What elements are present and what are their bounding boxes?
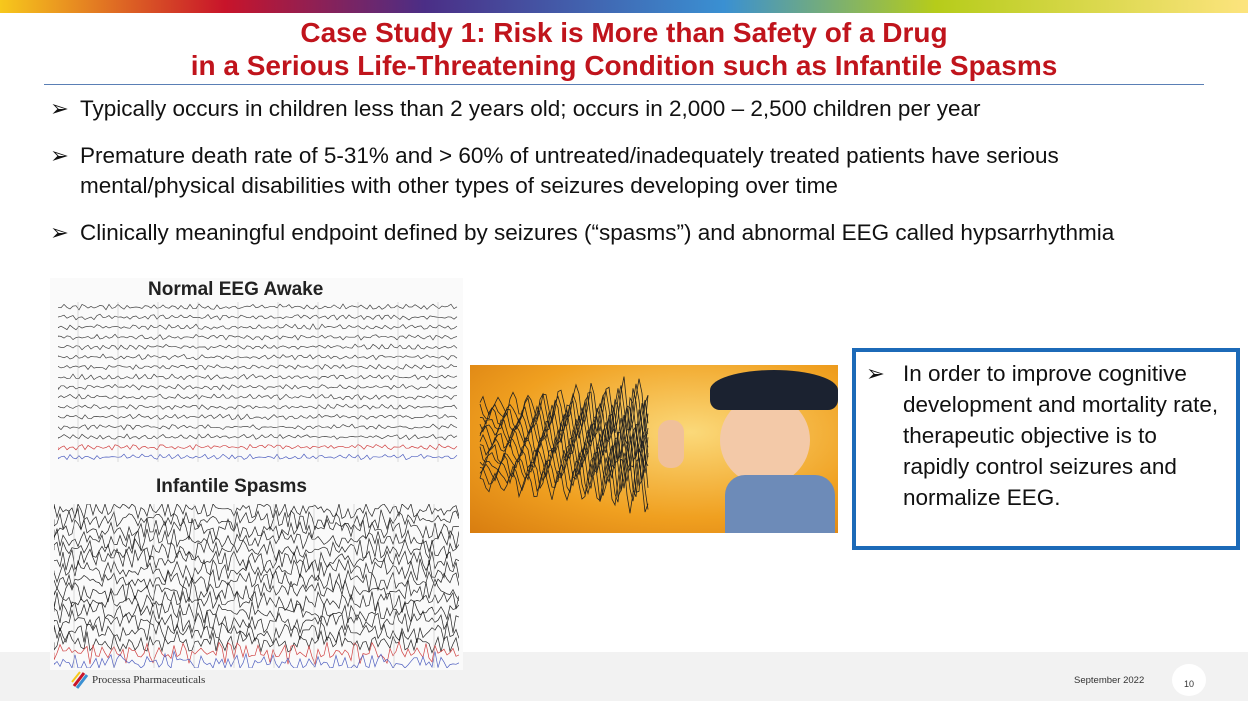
callout-box: ➢ In order to improve cognitive developme… [852, 348, 1240, 550]
processa-logo-icon [70, 670, 90, 690]
eeg-spasms-label: Infantile Spasms [156, 476, 307, 498]
bullet-text: Premature death rate of 5-31% and > 60% … [80, 141, 1210, 201]
baby-police-photo [470, 365, 838, 533]
raised-hand [658, 420, 684, 468]
eeg-channel-line [54, 591, 459, 612]
eeg-channel-line [54, 509, 459, 531]
police-uniform [725, 475, 835, 533]
slide-title-line2: in a Serious Life-Threatening Condition … [0, 49, 1248, 82]
eeg-channel-line [54, 601, 459, 623]
eeg-normal-label: Normal EEG Awake [148, 279, 323, 301]
eeg-channel-line [54, 518, 459, 540]
infantile-spasms-eeg-trace [54, 504, 459, 668]
normal-eeg-trace [58, 302, 458, 462]
bullet-list: ➢ Typically occurs in children less than … [0, 85, 1248, 278]
page-number: 10 [1172, 664, 1206, 696]
bullet-item: ➢ Typically occurs in children less than … [50, 94, 1210, 124]
bullet-text: Clinically meaningful endpoint defined b… [80, 218, 1114, 248]
arrowhead-bullet-icon: ➢ [50, 218, 80, 248]
eeg-channel-line [54, 642, 459, 664]
bullet-text: Typically occurs in children less than 2… [80, 94, 980, 124]
media-row: Normal EEG Awake Infantile Spasms ➢ In or… [0, 278, 1248, 652]
bullet-item: ➢ Premature death rate of 5-31% and > 60%… [50, 141, 1210, 201]
bullet-item: ➢ Clinically meaningful endpoint defined … [50, 218, 1210, 248]
brainwave-line [480, 458, 648, 514]
company-name: Processa Pharmaceuticals [92, 674, 205, 686]
arrowhead-bullet-icon: ➢ [866, 358, 903, 513]
rainbow-header-bar [0, 0, 1248, 13]
arrowhead-bullet-icon: ➢ [50, 141, 80, 201]
eeg-channel-line [54, 549, 459, 571]
eeg-channel-line [54, 570, 459, 592]
police-cap [710, 370, 838, 410]
footer-date: September 2022 [1074, 675, 1144, 686]
arrowhead-bullet-icon: ➢ [50, 94, 80, 124]
slide-title-line1: Case Study 1: Risk is More than Safety o… [0, 16, 1248, 49]
slide-title: Case Study 1: Risk is More than Safety o… [0, 13, 1248, 84]
callout-text: In order to improve cognitive developmen… [903, 358, 1226, 513]
eeg-comparison-image: Normal EEG Awake Infantile Spasms [50, 278, 463, 670]
company-logo: Processa Pharmaceuticals [70, 670, 205, 690]
eeg-channel-line [54, 651, 459, 668]
